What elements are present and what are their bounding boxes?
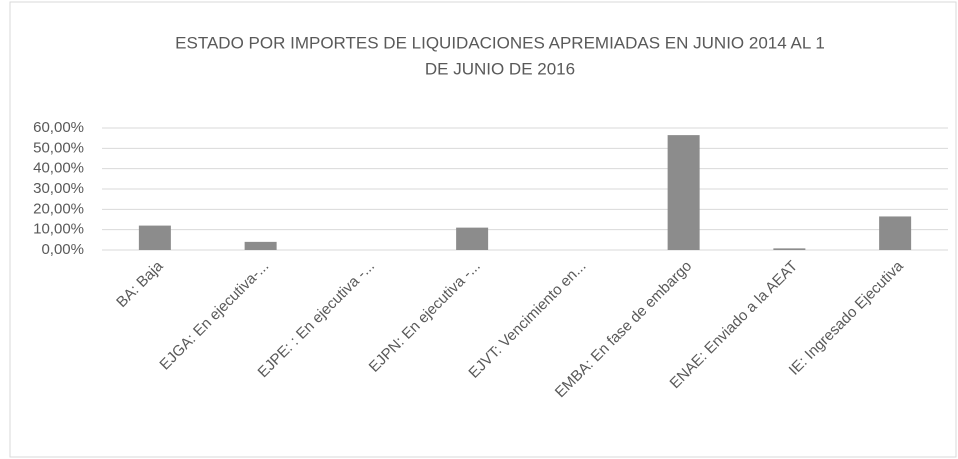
y-tick-label: 30,00% <box>33 180 84 197</box>
y-tick-label: 0,00% <box>41 241 84 258</box>
y-tick-label: 10,00% <box>33 221 84 238</box>
y-tick-label: 60,00% <box>33 119 84 136</box>
y-tick-label: 20,00% <box>33 200 84 217</box>
bar <box>244 241 277 250</box>
chart-title: DE JUNIO DE 2016 <box>425 59 575 78</box>
bar <box>879 216 912 250</box>
chart-title: ESTADO POR IMPORTES DE LIQUIDACIONES APR… <box>175 33 825 52</box>
bar <box>773 248 806 250</box>
bar <box>667 135 700 250</box>
y-tick-label: 40,00% <box>33 160 84 177</box>
bar <box>456 227 489 250</box>
bar <box>138 225 171 250</box>
y-tick-label: 50,00% <box>33 139 84 156</box>
